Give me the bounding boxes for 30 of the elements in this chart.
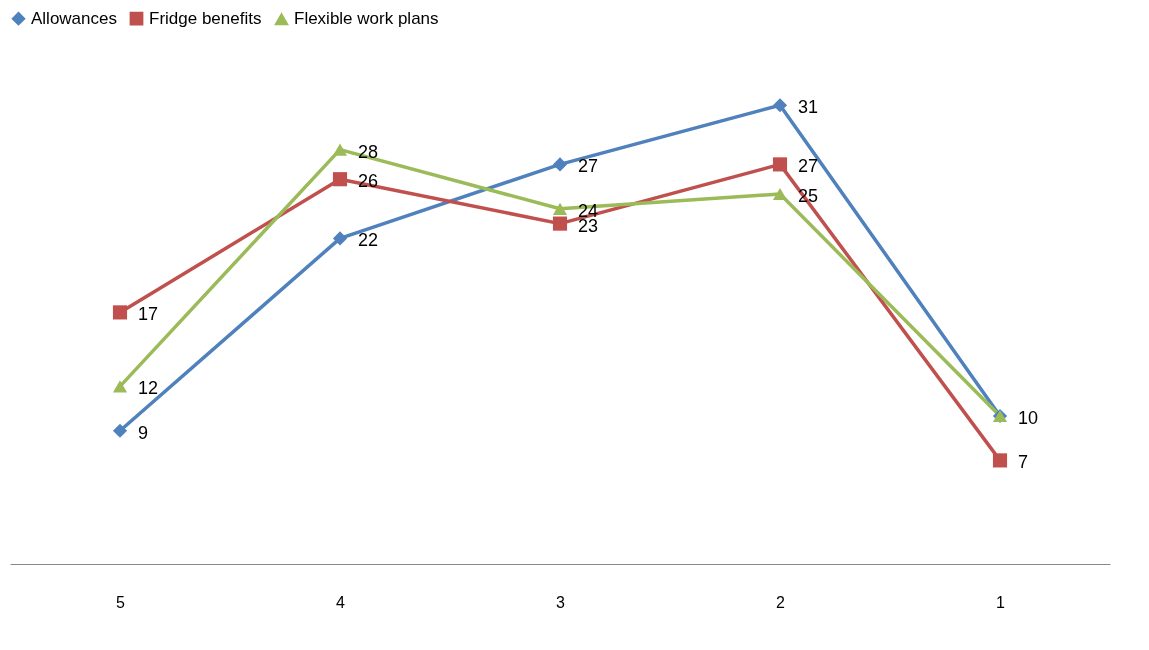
point xyxy=(552,202,568,215)
point xyxy=(112,380,128,393)
point xyxy=(772,98,788,113)
data-label: 10 xyxy=(1018,408,1039,428)
legend-label: Fridge benefits xyxy=(149,8,262,28)
data-label: 27 xyxy=(578,156,599,177)
x-tick-label: 1 xyxy=(996,593,1006,611)
data-label: 31 xyxy=(798,97,819,118)
data-label: 7 xyxy=(1018,452,1029,473)
x-tick-label: 5 xyxy=(116,593,126,611)
x-tick-label: 3 xyxy=(556,593,566,611)
point xyxy=(112,423,128,438)
data-label: 9 xyxy=(138,422,149,443)
legend-label: Flexible work plans xyxy=(294,9,439,29)
x-tick-label: 2 xyxy=(776,593,786,611)
point xyxy=(332,143,348,156)
point xyxy=(772,157,788,172)
point xyxy=(112,305,128,320)
point xyxy=(992,453,1008,468)
point xyxy=(332,231,348,246)
data-label: 12 xyxy=(138,378,159,399)
point xyxy=(772,187,788,201)
data-label: 27 xyxy=(798,156,819,177)
legend-label: Allowances xyxy=(31,8,117,28)
point xyxy=(552,216,568,231)
x-tick-label: 4 xyxy=(336,593,346,611)
data-label: 17 xyxy=(138,304,159,325)
point xyxy=(332,172,348,187)
data-label: 22 xyxy=(358,230,379,251)
point xyxy=(552,157,568,172)
